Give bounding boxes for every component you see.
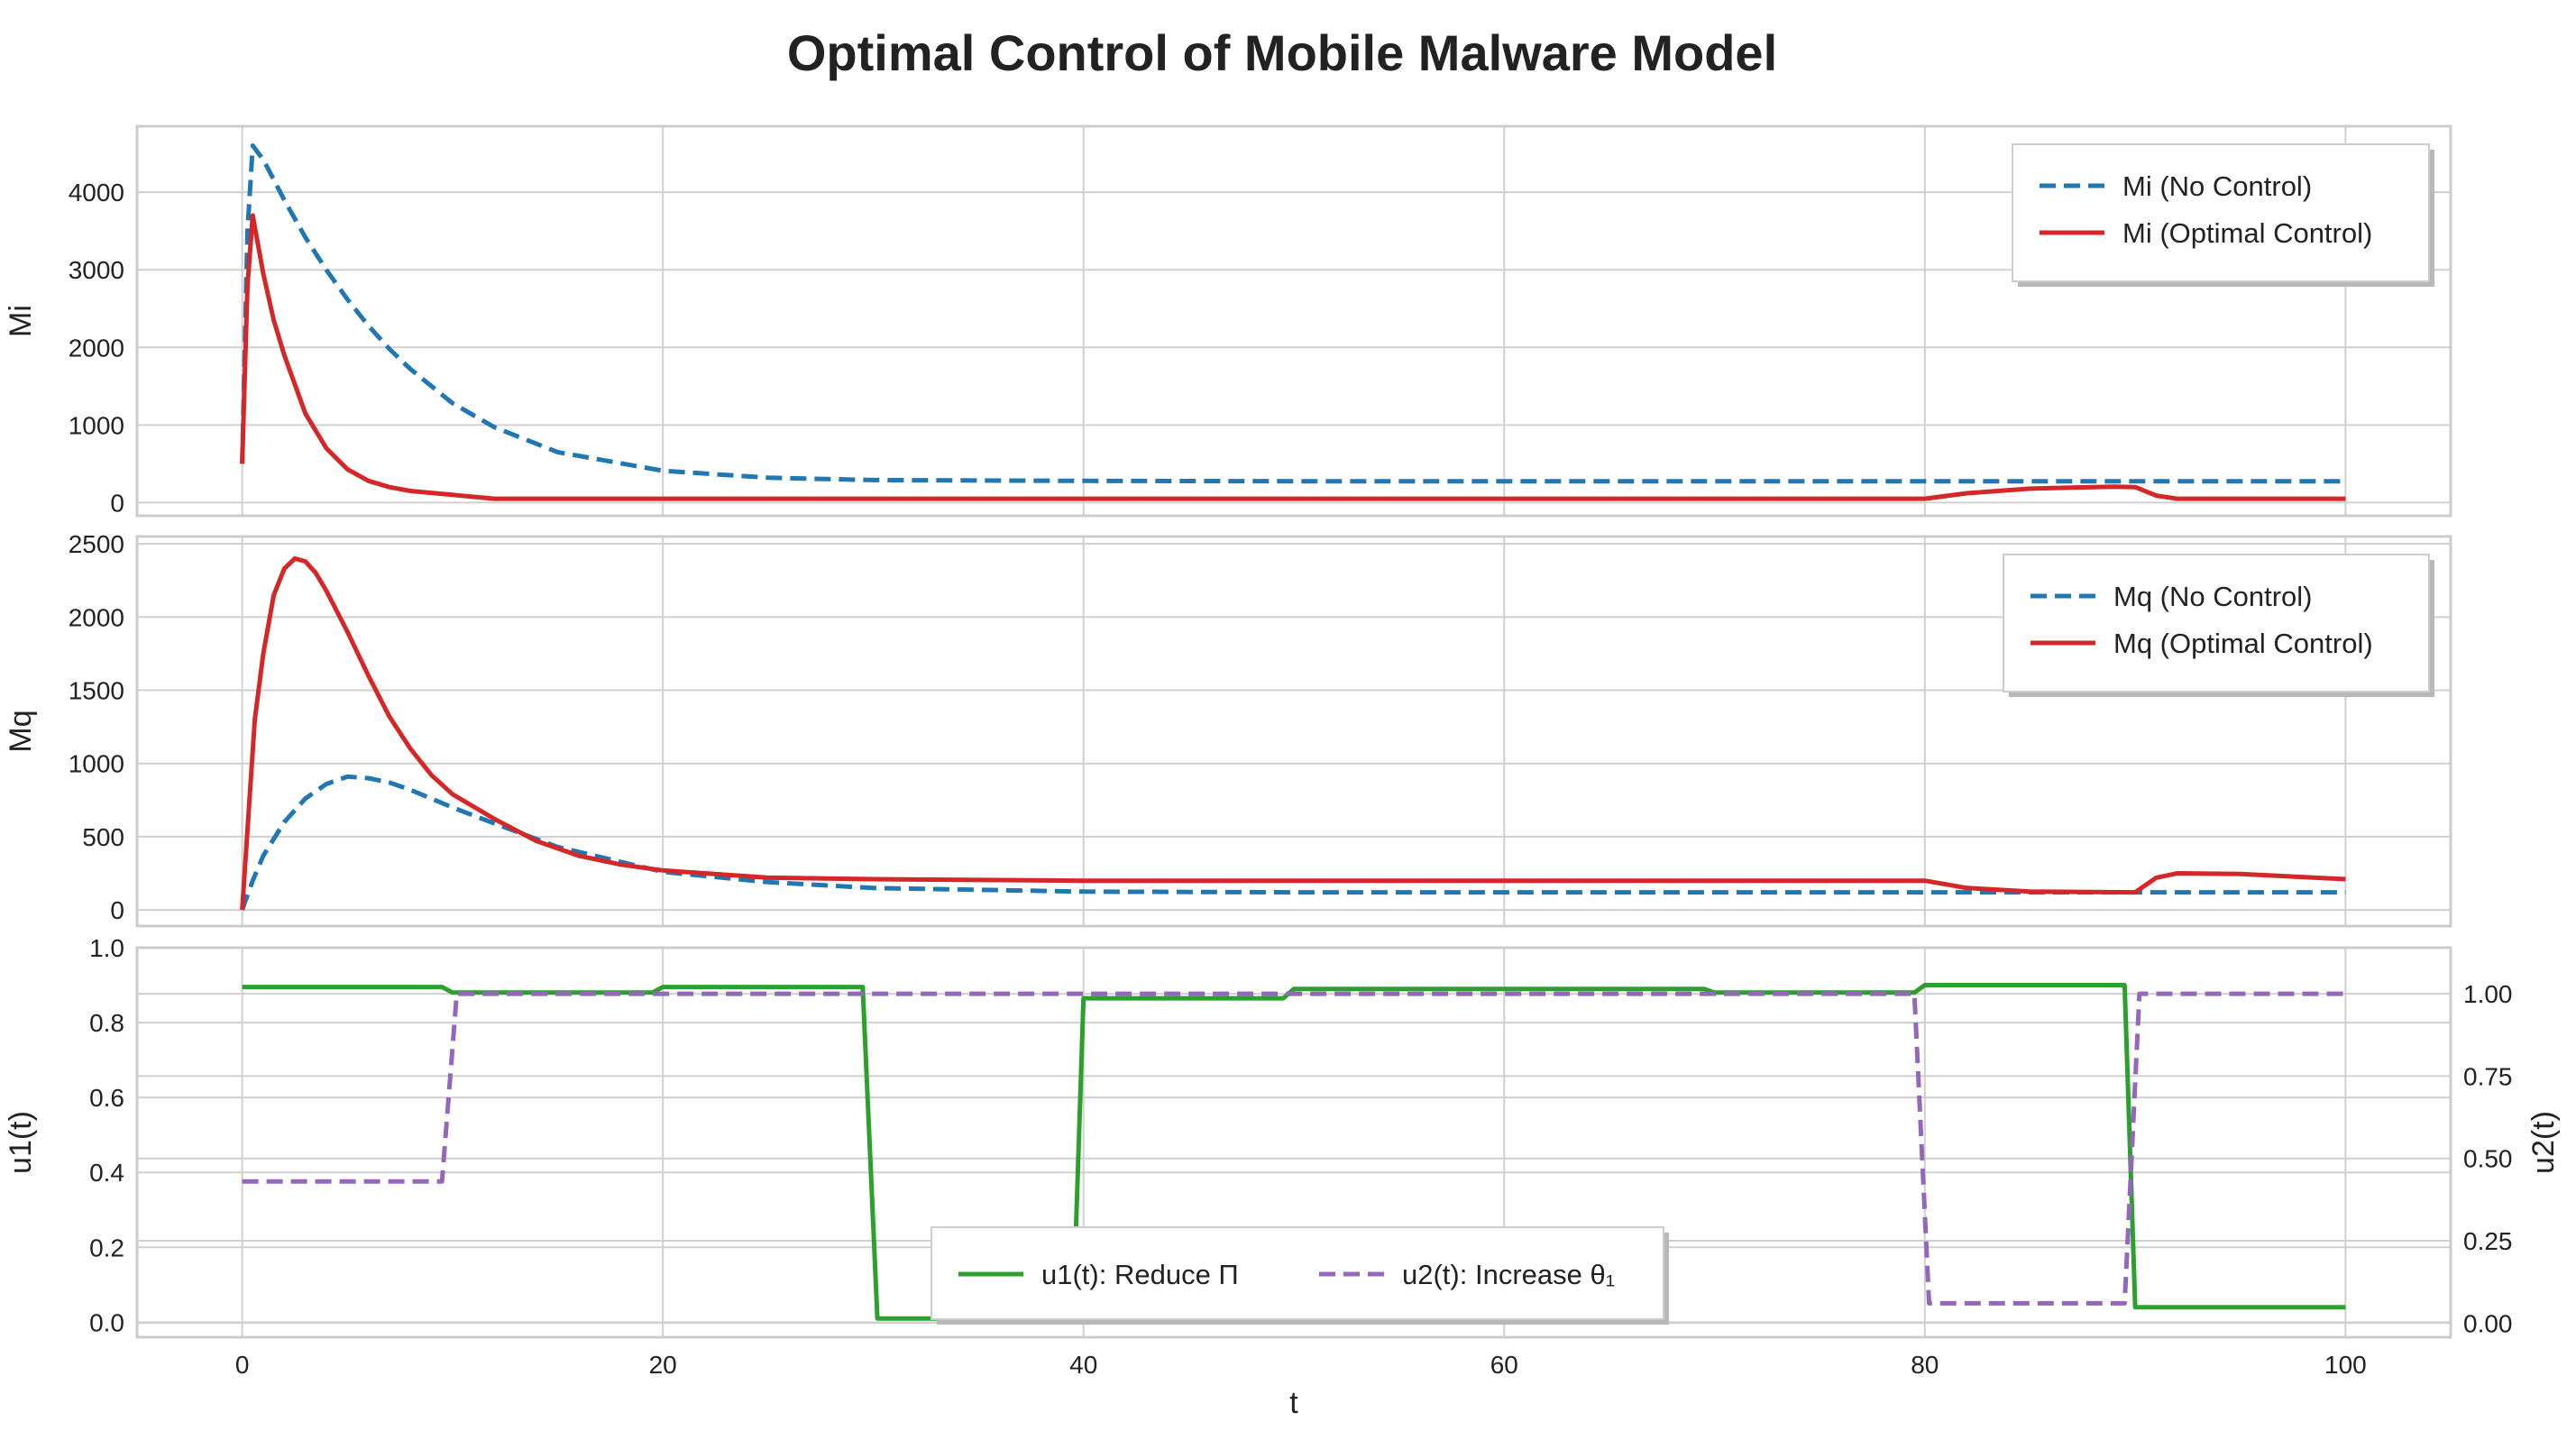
y-right-tick-label: 0.75: [2463, 1062, 2513, 1090]
y-tick-label: 0.2: [89, 1234, 124, 1261]
legend-label: u2(t): Increase θ₁: [1402, 1259, 1615, 1290]
legend-label: Mi (Optimal Control): [2122, 217, 2372, 249]
x-tick-label: 40: [1069, 1351, 1097, 1379]
y-right-axis-label: u2(t): [2526, 1111, 2561, 1174]
y-tick-label: 4000: [69, 179, 124, 206]
series-line-mq-0: [240, 774, 2346, 911]
legend-mq: Mq (No Control) Mq (Optimal Control): [2003, 554, 2434, 697]
y-tick-label: 2000: [69, 603, 124, 631]
y-tick-label: 2000: [69, 334, 124, 362]
x-tick-label: 60: [1490, 1351, 1518, 1379]
legend-box: [2003, 554, 2430, 693]
y-tick-label: 0.8: [89, 1009, 124, 1037]
x-tick-label: 0: [235, 1351, 250, 1379]
panel-mi: 0 1000 2000 3000 4000 Mi Mi (No Control) Mi (Op…: [4, 124, 2452, 518]
panel-frame: [135, 535, 2452, 928]
legend-mi: Mi (No Control) Mi (Optimal Control): [2012, 143, 2434, 287]
y-tick-label: 0.6: [89, 1084, 124, 1112]
y-tick-label: 0.0: [89, 1308, 124, 1336]
y-axis-label: Mi: [4, 305, 38, 337]
y-tick-label: 1000: [69, 411, 124, 439]
y-tick-label: 0: [110, 896, 124, 924]
y-tick-label: 0.4: [89, 1159, 124, 1187]
y-tick-label: 1500: [69, 677, 124, 705]
legend-controls: u1(t): Reduce Π u2(t): Increase θ₁: [930, 1226, 1669, 1325]
x-tick-label: 20: [649, 1351, 677, 1379]
y-tick-label: 500: [82, 823, 124, 851]
y-right-tick-label: 0.00: [2463, 1309, 2513, 1337]
series-line-mq-1: [240, 555, 2346, 911]
chart-title: Optimal Control of Mobile Malware Model: [787, 24, 1777, 81]
y-tick-label: 1000: [69, 750, 124, 778]
series-line-controls-1: [242, 991, 2346, 1306]
x-axis-label: t: [1289, 1386, 1298, 1420]
legend-label: u1(t): Reduce Π: [1041, 1259, 1239, 1290]
panel-frame: [135, 946, 2452, 1339]
y-tick-label: 2500: [69, 530, 124, 558]
y-axis-label: u1(t): [4, 1111, 38, 1174]
y-tick-label: 1.0: [89, 934, 124, 962]
legend-box: [930, 1226, 1664, 1320]
series-line-mi-1: [240, 213, 2346, 501]
x-tick-label: 80: [1911, 1351, 1939, 1379]
legend-label: Mq (No Control): [2113, 581, 2313, 612]
panel-frame: [135, 124, 2452, 518]
legend-box: [2012, 143, 2430, 282]
legend-label: Mq (Optimal Control): [2113, 628, 2373, 659]
y-right-tick-label: 1.00: [2463, 980, 2513, 1008]
panel-controls: 0.0 0.2 0.4 0.6 0.8 1.0 0.00 0.25 0.50 0.75 1.00 u1…: [4, 934, 2561, 1420]
series-line-mi-0: [240, 143, 2346, 484]
y-right-tick-label: 0.25: [2463, 1227, 2513, 1255]
legend-label: Mi (No Control): [2122, 170, 2312, 202]
y-tick-label: 0: [110, 489, 124, 517]
y-right-tick-label: 0.50: [2463, 1145, 2513, 1173]
x-tick-label: 100: [2324, 1351, 2367, 1379]
y-axis-label: Mq: [4, 710, 38, 752]
y-tick-label: 3000: [69, 256, 124, 284]
